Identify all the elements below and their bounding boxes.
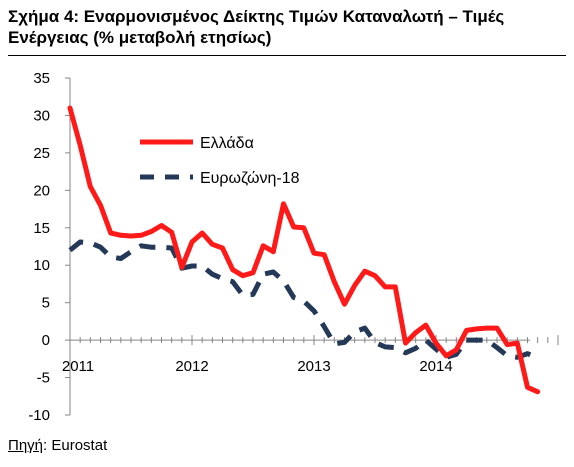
y-tick-label: -5 [37,370,50,387]
line-chart: -10 -5 0 5 10 15 20 25 30 35 2011 2012 2013 2014 Ελλά… [28,70,559,424]
y-tick-label: 30 [33,107,50,124]
source-separator: : [43,437,52,454]
y-tick-label: -10 [28,407,50,424]
y-tick-label: 5 [42,295,50,312]
y-tick-label: 25 [33,145,50,162]
eurozone-series-line [68,239,539,361]
chart-title-line-2: Ενέργειας (% μεταβολή ετησίως) [8,28,272,47]
y-tick-label: 10 [33,257,50,274]
x-tick-label: 2012 [175,358,208,375]
chart-series [67,105,541,395]
source-note: Πηγή: Eurostat [8,437,107,454]
legend-label: Ευρωζώνη-18 [200,170,300,187]
title-divider [8,55,566,56]
legend-label: Ελλάδα [200,135,254,152]
x-tick-label: 2013 [297,358,330,375]
y-tick-label: 15 [33,220,50,237]
chart-legend: Ελλάδα Ευρωζώνη-18 [140,135,300,187]
greece-series-line [67,105,541,395]
x-tick-label: 2014 [419,358,452,375]
chart-title: Σχήμα 4: Εναρμονισμένος Δείκτης Τιμών Κα… [8,6,568,48]
source-label: Πηγή [8,437,44,454]
y-tick-label: 35 [33,70,50,87]
chart-title-line-1: Σχήμα 4: Εναρμονισμένος Δείκτης Τιμών Κα… [8,7,505,26]
y-tick-label: 20 [33,182,50,199]
y-tick-label: 0 [42,332,50,349]
chart-axes: -10 -5 0 5 10 15 20 25 30 35 2011 2012 2013 2014 [28,70,559,424]
x-tick-label: 2011 [62,358,94,375]
source-text: Eurostat [51,437,108,454]
